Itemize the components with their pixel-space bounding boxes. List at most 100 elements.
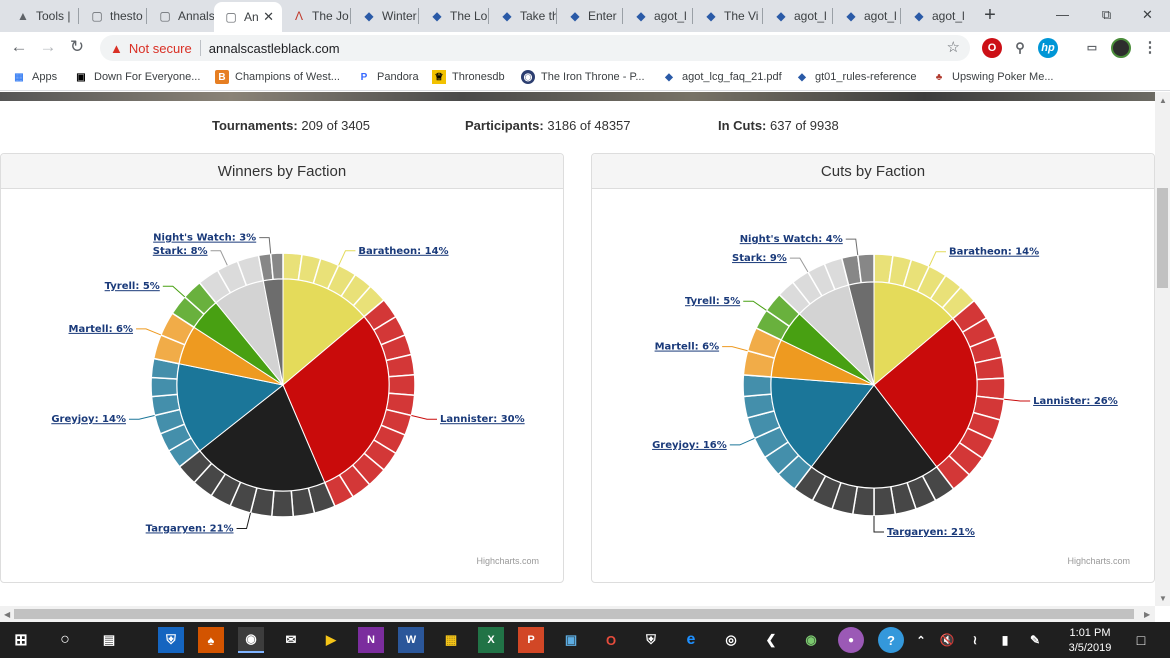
- pen-icon[interactable]: ✎: [1029, 633, 1041, 647]
- tab-thesto[interactable]: ▢ thesto: [80, 3, 146, 29]
- wifi-icon[interactable]: ≀: [972, 633, 978, 647]
- bookmark-upswing[interactable]: ♣ Upswing Poker Me...: [932, 69, 1054, 85]
- chat-icon[interactable]: ●: [838, 627, 864, 653]
- tab-annals[interactable]: ▢ Annals: [148, 3, 214, 29]
- data-label-greyjoy[interactable]: Greyjoy: 16%: [652, 440, 727, 451]
- data-label-stark[interactable]: Stark: 9%: [732, 253, 787, 264]
- scroll-down-icon[interactable]: ▼: [1159, 594, 1167, 603]
- mail-icon[interactable]: ✉: [285, 632, 297, 647]
- new-tab-icon[interactable]: +: [984, 4, 996, 26]
- tab-tools[interactable]: ▲ Tools |: [6, 3, 76, 29]
- photos-icon[interactable]: ▣: [564, 632, 578, 647]
- outer-ring-segment-lannister[interactable]: [387, 373, 416, 397]
- game-icon[interactable]: ◉: [805, 632, 817, 647]
- data-label-stark[interactable]: Stark: 8%: [153, 246, 208, 257]
- close-tab-icon[interactable]: ✕: [263, 9, 274, 24]
- data-label-lannister[interactable]: Lannister: 26%: [1033, 396, 1118, 407]
- search-icon[interactable]: ○: [60, 631, 70, 648]
- system-clock[interactable]: 1:01 PM 3/5/2019: [1060, 626, 1120, 656]
- outer-ring-segment-targaryen[interactable]: [270, 489, 295, 518]
- data-label-lannister[interactable]: Lannister: 30%: [440, 414, 525, 425]
- scroll-right-icon[interactable]: ▶: [1144, 610, 1151, 619]
- bookmark-apps[interactable]: ▦ Apps: [12, 69, 57, 85]
- pie-slice-targaryen[interactable]: [810, 384, 938, 489]
- pie-slice-targaryen[interactable]: [199, 384, 326, 492]
- scroll-left-icon[interactable]: ◀: [4, 610, 11, 619]
- pie-slice-baratheon[interactable]: [873, 281, 954, 387]
- vertical-scroll-thumb[interactable]: [1157, 188, 1168, 288]
- data-label-martell[interactable]: Martell: 6%: [69, 324, 134, 335]
- pie-slice-baratheon[interactable]: [282, 278, 365, 387]
- bookmark-star-icon[interactable]: ☆: [946, 39, 960, 56]
- scroll-up-icon[interactable]: ▲: [1159, 96, 1167, 105]
- data-label-targaryen[interactable]: Targaryen: 21%: [146, 523, 234, 534]
- tab-agot-1[interactable]: ◆ agot_l: [624, 3, 692, 29]
- tab-the-vi[interactable]: ◆ The Vi: [694, 3, 762, 29]
- battery-icon[interactable]: ▮: [1001, 633, 1009, 647]
- security-icon[interactable]: ⛨: [646, 632, 656, 647]
- windows-start-icon[interactable]: ⊞: [14, 632, 28, 649]
- outer-ring-segment-night-s-watch[interactable]: [856, 253, 875, 284]
- minimize-icon[interactable]: —: [1056, 7, 1069, 22]
- vertical-scrollbar[interactable]: [1155, 92, 1170, 606]
- avatar[interactable]: [1111, 38, 1131, 58]
- shield-app-icon[interactable]: ⛨: [158, 627, 184, 653]
- forward-arrow-icon[interactable]: →: [39, 37, 57, 56]
- edge-icon[interactable]: e: [686, 631, 696, 648]
- pie-slice-lannister[interactable]: [282, 316, 390, 484]
- excel-icon[interactable]: X: [478, 627, 504, 653]
- opera-taskbar-icon[interactable]: O: [605, 632, 617, 648]
- bookmark-faq-pdf[interactable]: ◆ agot_lcg_faq_21.pdf: [662, 69, 782, 85]
- search-extension-icon[interactable]: ⚲: [1015, 40, 1025, 55]
- data-label-night-s-watch[interactable]: Night's Watch: 4%: [740, 234, 843, 245]
- onenote-icon[interactable]: N: [358, 627, 384, 653]
- back-arrow-icon[interactable]: ←: [10, 37, 28, 56]
- data-label-tyrell[interactable]: Tyrell: 5%: [105, 281, 160, 292]
- url-text[interactable]: annalscastleblack.com: [208, 40, 340, 56]
- pie-slice-greyjoy[interactable]: [770, 376, 875, 468]
- highcharts-credit[interactable]: Highcharts.com: [476, 556, 539, 566]
- outer-ring-segment-targaryen[interactable]: [873, 485, 897, 517]
- camera-icon[interactable]: ◎: [725, 632, 737, 647]
- outer-ring-segment-greyjoy[interactable]: [742, 374, 773, 398]
- word-icon[interactable]: W: [398, 627, 424, 653]
- tab-enter[interactable]: ◆ Enter: [558, 3, 622, 29]
- tab-active[interactable]: ▢ An ✕: [214, 2, 282, 32]
- tab-the-jo[interactable]: Λ The Jo: [282, 3, 350, 29]
- pie-slice-lannister[interactable]: [873, 317, 978, 468]
- highcharts-credit[interactable]: Highcharts.com: [1067, 556, 1130, 566]
- tab-agot-4[interactable]: ◆ agot_l: [902, 3, 968, 29]
- data-label-targaryen[interactable]: Targaryen: 21%: [887, 527, 975, 538]
- outer-ring-segment-greyjoy[interactable]: [150, 376, 179, 398]
- tab-take-th[interactable]: ◆ Take th: [490, 3, 556, 29]
- security-status[interactable]: Not secure: [128, 40, 192, 56]
- bookmark-champions[interactable]: B Champions of West...: [215, 69, 340, 85]
- volume-muted-icon[interactable]: 🔇: [939, 633, 955, 647]
- close-window-icon[interactable]: ✕: [1142, 7, 1153, 22]
- restore-icon[interactable]: ⧉: [1101, 7, 1112, 22]
- cast-icon[interactable]: ▭: [1086, 42, 1098, 54]
- file-explorer-icon[interactable]: ▦: [444, 632, 458, 647]
- opera-icon[interactable]: O: [982, 38, 1002, 58]
- tab-agot-2[interactable]: ◆ agot_l: [764, 3, 832, 29]
- bookmark-rules-reference[interactable]: ◆ gt01_rules-reference: [795, 69, 916, 85]
- horizontal-scroll-thumb[interactable]: [14, 609, 1134, 619]
- tray-chevron-up-icon[interactable]: ⌃: [916, 634, 926, 647]
- bookmark-thronesdb[interactable]: ♕ Thronesdb: [432, 69, 505, 85]
- data-label-greyjoy[interactable]: Greyjoy: 14%: [51, 414, 126, 425]
- app-icon[interactable]: ♠: [198, 627, 224, 653]
- hp-icon[interactable]: hp: [1038, 38, 1058, 58]
- data-label-martell[interactable]: Martell: 6%: [655, 342, 720, 353]
- help-icon[interactable]: ?: [878, 627, 904, 653]
- pie-slice-night-s-watch[interactable]: [262, 278, 284, 386]
- powerpoint-icon[interactable]: P: [518, 627, 544, 653]
- task-view-icon[interactable]: ▤: [102, 632, 116, 647]
- media-icon[interactable]: ▶: [326, 632, 336, 647]
- data-label-night-s-watch[interactable]: Night's Watch: 3%: [153, 233, 256, 244]
- code-icon[interactable]: ❮: [765, 632, 777, 647]
- tab-winter[interactable]: ◆ Winter: [352, 3, 418, 29]
- chrome-icon[interactable]: ◉: [238, 627, 264, 653]
- bookmark-iron-throne[interactable]: ◉ The Iron Throne - P...: [521, 69, 645, 85]
- data-label-tyrell[interactable]: Tyrell: 5%: [685, 296, 740, 307]
- menu-icon[interactable]: ⋮: [1142, 39, 1158, 56]
